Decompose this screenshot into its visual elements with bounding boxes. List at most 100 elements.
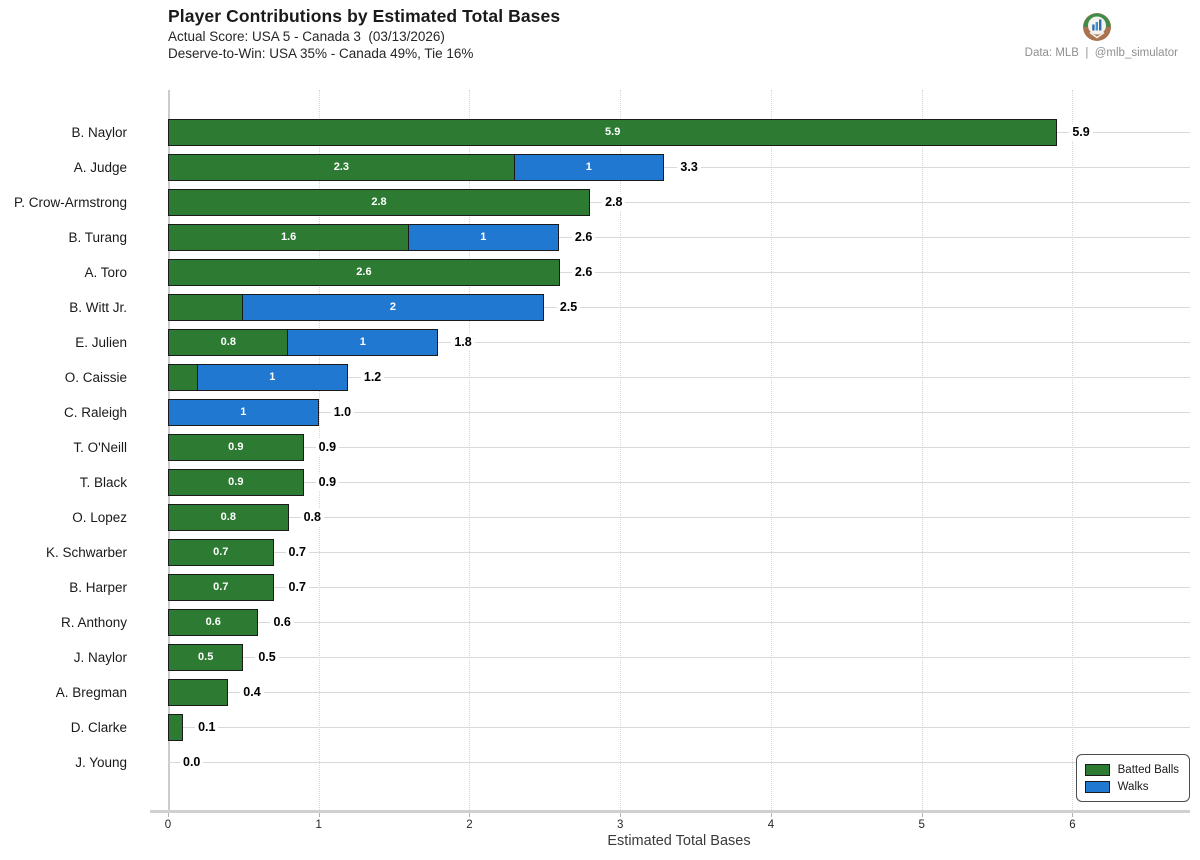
row-gridline [168,447,1190,448]
bar-segment-batted-balls: 0.9 [168,468,304,496]
legend-item-walks: Walks [1084,778,1179,795]
x-tick-label-0: 0 [164,819,172,831]
bar-total-label: 0.8 [300,508,324,526]
row-gridline [168,517,1190,518]
bar-row: 2.6 [168,258,560,286]
bar-segment-batted-balls: 2.3 [168,153,515,181]
x-tick-label-6: 6 [1069,819,1076,831]
bar-segment-value-label: 0.8 [220,336,236,348]
y-tick-label-player: P. Crow-Armstrong [13,194,127,210]
x-tick-label-3: 3 [617,819,624,831]
bar-segment-value-label: 0.8 [220,511,236,523]
bar-row: 0.7 [168,538,274,566]
x-tick-mark-2 [469,813,471,817]
bar-segment-walks: 1 [513,153,665,181]
x-tick-mark-1 [318,813,320,817]
bar-row: 0.9 [168,468,304,496]
bar-segment-walks: 1 [196,363,348,391]
bar-total-label: 5.9 [1069,123,1093,141]
gridline-x-5 [921,90,923,812]
legend-swatch-icon [1084,763,1110,776]
bar-total-label: 2.8 [602,193,626,211]
x-tick-label-2: 2 [466,819,473,831]
y-tick-label-player: E. Julien [75,334,127,350]
bar-segment-value-label: 0.5 [198,651,214,663]
bar-total-label: 2.5 [556,298,581,316]
bar-total-label: 1.2 [360,368,385,386]
x-tick-label-5: 5 [918,819,925,831]
row-gridline [168,587,1190,588]
bar-total-label: 0.5 [255,648,279,666]
bar-segment-value-label: 0.7 [213,546,229,558]
bar-segment-batted-balls: 0.7 [168,538,274,566]
bar-total-label: 1.0 [330,403,355,421]
y-tick-label-player: B. Harper [69,579,127,595]
bar-segment-batted-balls: 0.5 [168,643,244,671]
legend-swatch-icon [1084,780,1110,793]
x-axis: 0 1 2 3 4 5 6 [164,812,1190,842]
gridline-x-3 [620,90,622,812]
bar-segment-value-label: 1 [240,406,247,418]
bar-row: 1.6 1 [168,223,559,251]
y-tick-label-player: B. Turang [68,229,127,245]
bar-segment-batted-balls: 2.6 [168,258,560,286]
row-gridline [168,692,1190,693]
bar-segment-value-label: 1.6 [280,231,297,243]
bar-segment-batted-balls [168,293,244,321]
y-tick-label-player: B. Naylor [71,124,127,140]
bar-row: 1 [168,398,319,426]
bar-segment-batted-balls: 0.8 [168,503,289,531]
bar-segment-value-label: 2.6 [356,266,372,278]
bar-segment-value-label: 1 [359,336,366,348]
x-axis-title: Estimated Total Bases [607,833,751,849]
bar-total-label: 2.6 [571,263,596,281]
x-tick-mark-4 [770,813,772,817]
y-tick-label-player: J. Naylor [73,649,127,665]
row-gridline [168,202,1190,203]
gridline-x-2 [469,90,471,812]
bar-total-label: 0.6 [270,613,294,631]
bar-segment-value-label: 0.7 [213,581,229,593]
legend-label: Walks [1117,780,1149,793]
x-tick-label-4: 4 [767,819,775,831]
y-tick-label-player: C. Raleigh [63,404,127,420]
x-tick-mark-6 [1072,813,1074,817]
y-tick-label-player: T. Black [79,474,127,490]
bar-segment-value-label: 1 [269,371,276,383]
x-axis-spine [150,810,1190,813]
bar-segment-walks: 1 [168,398,319,426]
y-tick-label-player: R. Anthony [60,614,127,630]
row-gridline [168,307,1190,308]
y-axis-labels: B. Naylor A. Judge P. Crow-Armstrong B. Tur… [0,90,127,812]
bar-total-label: 2.6 [571,228,596,246]
bar-segment-walks: 1 [287,328,439,356]
bar-row: 2 [168,293,544,321]
y-tick-label-player: A. Bregman [55,684,127,700]
bar-segment-batted-balls: 1.6 [168,223,410,251]
legend: Batted Balls Walks [1075,754,1190,802]
bar-segment-batted-balls [168,678,229,706]
mlb-simulator-logo-icon [1083,13,1111,41]
row-gridline [168,377,1190,378]
bar-total-label: 0.9 [315,438,340,456]
bar-total-label: 0.1 [195,718,219,736]
bar-row: 0.8 [168,503,289,531]
y-tick-label-player: T. O'Neill [73,439,127,455]
bar-total-label: 1.8 [451,333,475,351]
bar-segment-batted-balls [168,713,184,741]
chart-title: Player Contributions by Estimated Total … [168,6,561,26]
y-tick-label-player: K. Schwarber [45,544,127,560]
row-gridline [168,622,1190,623]
bar-segment-value-label: 0.9 [228,441,244,453]
bar-row: 0.9 [168,433,304,461]
x-tick-mark-3 [620,813,622,817]
legend-label: Batted Balls [1117,763,1179,776]
x-tick-mark-0 [168,813,169,817]
y-tick-label-player: A. Toro [84,264,127,280]
bar-row: 0.6 [168,608,259,636]
y-tick-label-player: J. Young [75,754,127,770]
row-gridline [168,727,1190,728]
bar-row: 5.9 [168,118,1058,146]
bar-row: 0.5 [168,643,244,671]
y-tick-label-player: O. Lopez [72,509,127,525]
